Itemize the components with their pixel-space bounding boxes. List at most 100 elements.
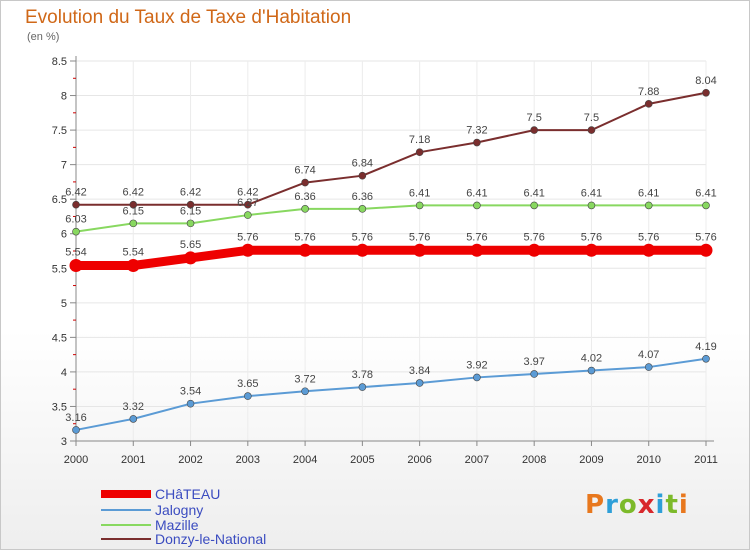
data-label-chateau: 5.65 <box>180 239 201 251</box>
x-tick-label: 2002 <box>178 454 202 466</box>
data-point-jalogny <box>415 379 424 387</box>
data-label-donzy: 8.04 <box>695 75 716 87</box>
data-point-donzy <box>186 200 195 209</box>
data-point-donzy <box>587 126 596 134</box>
data-point-donzy <box>72 200 80 209</box>
x-tick-label: 2003 <box>236 454 260 466</box>
data-point-mazille <box>587 201 596 210</box>
data-label-jalogny: 4.02 <box>581 353 602 365</box>
data-point-jalogny <box>244 392 252 400</box>
data-label-chateau: 5.76 <box>695 231 716 243</box>
chart-title: Evolution du Taux de Taxe d'Habitation <box>25 7 352 28</box>
legend-label-donzy: Donzy-le-National <box>155 531 267 547</box>
data-point-mazille <box>644 201 653 210</box>
data-point-mazille <box>702 201 710 210</box>
x-tick-label: 2006 <box>407 454 431 466</box>
data-point-jalogny <box>644 363 653 371</box>
data-label-mazille: 6.36 <box>352 191 373 203</box>
data-label-donzy: 7.5 <box>527 112 542 124</box>
y-tick-label: 6.5 <box>52 194 67 206</box>
data-point-chateau <box>241 243 255 257</box>
data-point-jalogny <box>473 373 481 382</box>
data-point-mazille <box>415 201 424 210</box>
y-tick-label: 3 <box>61 436 67 448</box>
data-label-jalogny: 3.16 <box>65 412 86 424</box>
x-tick-label: 2000 <box>64 454 88 466</box>
data-label-jalogny: 3.92 <box>466 359 487 371</box>
data-label-chateau: 5.76 <box>581 231 602 243</box>
data-label-mazille: 6.27 <box>237 197 258 209</box>
data-point-mazille <box>72 227 80 236</box>
data-point-donzy <box>644 100 653 108</box>
legend-item-chateau: CHâTEAU <box>101 486 220 502</box>
data-label-mazille: 6.15 <box>123 205 144 217</box>
data-point-chateau <box>413 243 427 257</box>
y-tick-label: 8 <box>61 91 67 103</box>
data-label-jalogny: 3.65 <box>237 378 258 390</box>
data-label-mazille: 6.41 <box>409 187 430 199</box>
x-tick-label: 2007 <box>465 454 489 466</box>
legend-item-donzy: Donzy-le-National <box>101 531 266 547</box>
legend-swatch-chateau <box>101 490 151 498</box>
y-tick-label: 6 <box>61 229 67 241</box>
data-label-donzy: 6.42 <box>123 187 144 199</box>
data-label-donzy: 6.84 <box>352 158 373 170</box>
data-point-jalogny <box>72 426 80 434</box>
series-line-jalogny <box>75 357 707 431</box>
data-label-mazille: 6.36 <box>294 191 315 203</box>
data-label-chateau: 5.76 <box>237 231 258 243</box>
logo-letter: r <box>605 490 619 520</box>
y-tick-label: 7.5 <box>52 125 67 137</box>
logo-letter: t <box>665 490 679 520</box>
data-label-chateau: 5.76 <box>638 231 659 243</box>
data-point-mazille <box>473 201 481 210</box>
data-label-mazille: 6.41 <box>466 187 487 199</box>
data-point-donzy <box>301 178 309 187</box>
data-point-jalogny <box>702 354 710 363</box>
series-line-chateau <box>71 245 711 271</box>
data-point-donzy <box>702 88 710 97</box>
data-point-jalogny <box>301 387 309 396</box>
data-point-mazille <box>186 219 195 228</box>
data-label-donzy: 7.88 <box>638 86 659 98</box>
logo-letter: i <box>655 490 666 520</box>
data-label-donzy: 7.18 <box>409 134 430 146</box>
data-label-chateau: 5.76 <box>294 231 315 243</box>
data-point-jalogny <box>587 366 596 375</box>
data-point-chateau <box>642 243 656 257</box>
data-point-chateau <box>184 251 198 265</box>
data-point-donzy <box>244 200 252 209</box>
x-tick-label: 2008 <box>522 454 546 466</box>
data-label-chateau: 5.76 <box>466 231 487 243</box>
data-point-chateau <box>470 243 484 257</box>
data-label-donzy: 6.42 <box>237 187 258 199</box>
data-point-chateau <box>69 259 83 273</box>
data-label-mazille: 6.15 <box>180 205 201 217</box>
chart-subtitle: (en %) <box>27 31 60 43</box>
data-label-mazille: 6.03 <box>65 214 86 226</box>
logo-letter: P <box>585 490 606 520</box>
data-label-mazille: 6.41 <box>581 187 602 199</box>
data-label-donzy: 6.74 <box>294 165 315 177</box>
data-label-chateau: 5.76 <box>523 231 544 243</box>
data-point-mazille <box>530 201 538 210</box>
legend-label-chateau: CHâTEAU <box>155 486 221 502</box>
legend-swatch-donzy <box>101 538 151 540</box>
y-tick-label: 3.5 <box>52 401 67 413</box>
x-tick-label: 2009 <box>579 454 603 466</box>
y-tick-label: 5.5 <box>52 263 67 275</box>
data-labels: 5.54 5.54 5.65 5.76 5.76 5.76 5.76 5.76 5.76 5.76… <box>65 75 716 424</box>
x-tick-label: 2001 <box>121 454 145 466</box>
legend-item-jalogny: Jalogny <box>101 502 203 518</box>
data-point-chateau <box>355 243 369 257</box>
legend-swatch-mazille <box>101 524 151 526</box>
data-label-jalogny: 3.78 <box>352 369 373 381</box>
x-tick-label: 2004 <box>293 454 317 466</box>
data-point-mazille <box>244 211 252 219</box>
data-point-jalogny <box>530 370 538 378</box>
series-line-mazille <box>75 204 707 233</box>
y-tick-label: 5 <box>61 298 67 310</box>
x-tick-label: 2010 <box>636 454 660 466</box>
data-point-mazille <box>358 205 367 213</box>
